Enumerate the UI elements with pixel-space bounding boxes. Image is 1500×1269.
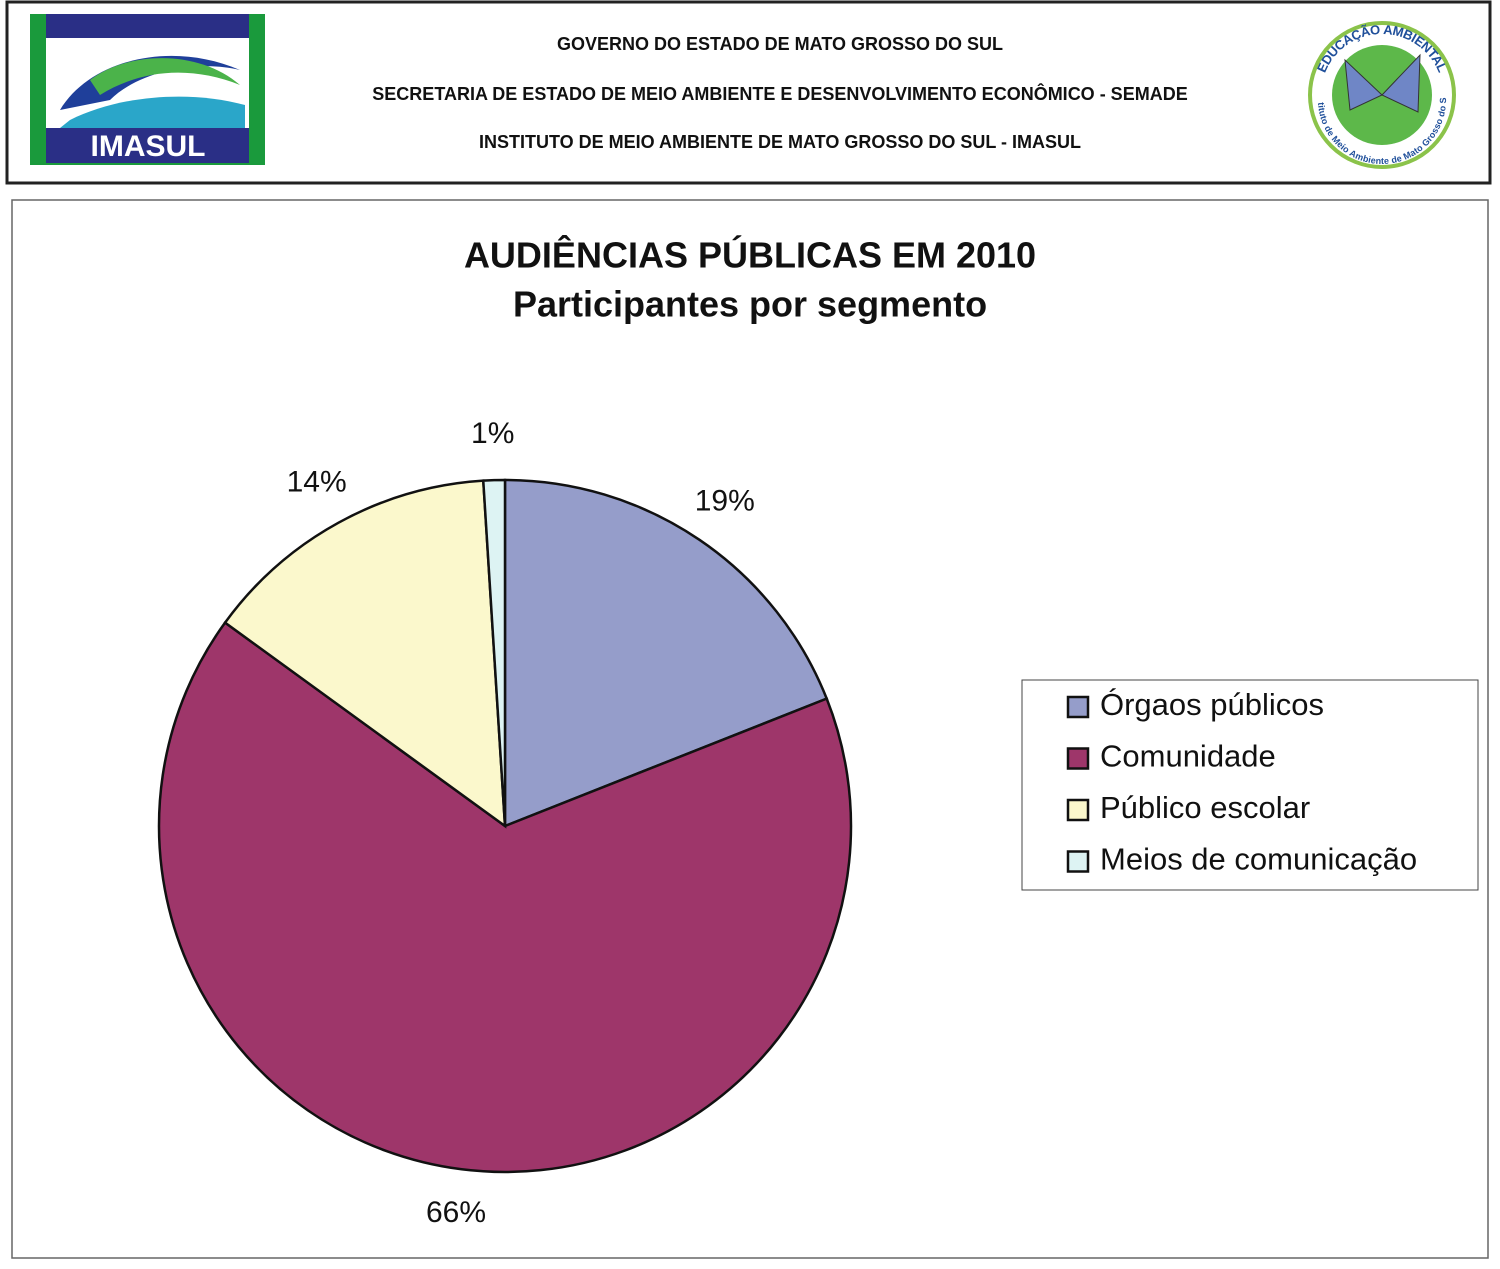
left-logo: IMASUL <box>30 14 265 165</box>
pie-slice <box>157 620 853 1174</box>
pie-slice <box>481 478 507 827</box>
legend-swatch <box>1066 798 1090 822</box>
logo-wave <box>90 58 240 95</box>
chart-title: AUDIÊNCIAS PÚBLICAS EM 2010 <box>464 234 1036 276</box>
logo-wave <box>60 96 245 128</box>
legend-swatch <box>1066 695 1090 719</box>
legend-label: Meios de comunicação <box>1100 842 1417 877</box>
chart-subtitle: Participantes por segmento <box>513 284 987 325</box>
data-label: 1% <box>471 417 514 450</box>
logo-text: IMASUL <box>91 130 206 163</box>
logo-band <box>46 128 249 163</box>
header-line: GOVERNO DO ESTADO DE MATO GROSSO DO SUL <box>557 34 1003 54</box>
data-label: 66% <box>426 1196 486 1229</box>
legend-label: Órgaos públicos <box>1100 687 1324 722</box>
legend-label: Público escolar <box>1100 790 1310 825</box>
legend-box <box>1021 679 1479 891</box>
pie-slice <box>223 479 507 829</box>
header-line: SECRETARIA DE ESTADO DE MEIO AMBIENTE E … <box>372 83 1187 104</box>
pie-slice <box>503 478 829 828</box>
legend-swatch <box>1066 850 1090 873</box>
data-label: 14% <box>287 465 347 498</box>
logo-butterfly <box>1344 53 1421 113</box>
legend-swatch <box>1066 747 1090 770</box>
logo-wave <box>60 55 240 110</box>
logo-band <box>46 14 249 38</box>
header-line: INSTITUTO DE MEIO AMBIENTE DE MATO GROSS… <box>479 132 1081 152</box>
legend-label: Comunidade <box>1100 739 1276 774</box>
data-label: 19% <box>695 485 755 518</box>
